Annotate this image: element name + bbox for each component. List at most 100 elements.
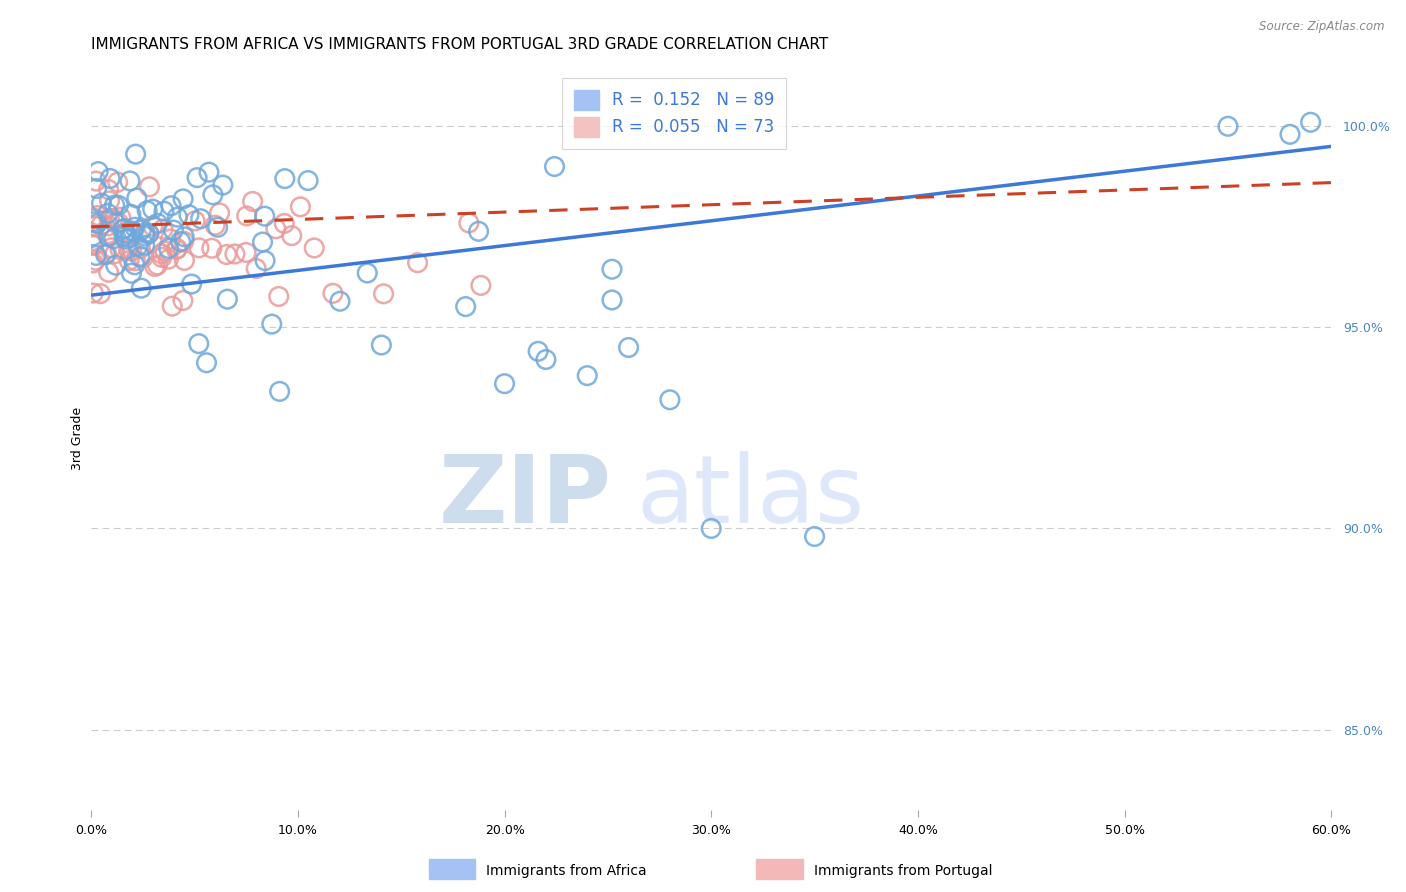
Text: Immigrants from Africa: Immigrants from Africa xyxy=(486,863,647,878)
Point xyxy=(600,262,623,277)
Point xyxy=(84,219,107,234)
Point xyxy=(280,228,302,243)
Point xyxy=(107,198,129,212)
Point xyxy=(82,256,104,270)
Point xyxy=(118,174,141,188)
Point xyxy=(103,232,125,246)
Point xyxy=(131,281,153,295)
Point xyxy=(98,194,121,208)
Point xyxy=(252,235,274,249)
Point xyxy=(235,209,257,223)
Point xyxy=(125,191,148,205)
Point xyxy=(260,317,283,331)
Point xyxy=(370,338,392,352)
Point xyxy=(127,239,149,253)
Point xyxy=(159,232,181,246)
Point xyxy=(84,174,107,188)
Point xyxy=(217,292,239,306)
Point xyxy=(82,215,104,229)
Point xyxy=(470,278,492,293)
Point xyxy=(157,252,180,267)
Point xyxy=(97,229,120,244)
Point xyxy=(373,286,395,301)
Point xyxy=(150,247,173,261)
Point xyxy=(242,194,264,209)
Point xyxy=(1216,120,1239,134)
Point xyxy=(112,229,135,244)
Point xyxy=(152,222,174,236)
Point xyxy=(90,196,112,211)
Point xyxy=(104,258,127,272)
Point xyxy=(153,204,176,219)
Point xyxy=(162,223,184,237)
Point xyxy=(90,218,112,232)
Point xyxy=(124,253,146,268)
Point xyxy=(143,260,166,274)
Point xyxy=(117,243,139,257)
Point xyxy=(195,356,218,370)
Point xyxy=(110,211,132,225)
Text: IMMIGRANTS FROM AFRICA VS IMMIGRANTS FROM PORTUGAL 3RD GRADE CORRELATION CHART: IMMIGRANTS FROM AFRICA VS IMMIGRANTS FRO… xyxy=(91,37,828,53)
Point xyxy=(97,227,120,241)
Point xyxy=(454,300,477,314)
Point xyxy=(264,221,287,235)
Point xyxy=(82,286,104,301)
Point xyxy=(84,211,107,226)
Point xyxy=(114,226,136,240)
Point xyxy=(96,246,118,260)
Point xyxy=(215,247,238,261)
Point xyxy=(290,200,312,214)
Point xyxy=(576,368,599,383)
Point xyxy=(208,206,231,220)
Point xyxy=(97,229,120,244)
Point xyxy=(254,253,277,268)
Point xyxy=(180,277,202,291)
Point xyxy=(84,248,107,262)
Point xyxy=(184,214,207,228)
Point xyxy=(157,242,180,256)
Text: Source: ZipAtlas.com: Source: ZipAtlas.com xyxy=(1260,20,1385,33)
Text: ZIP: ZIP xyxy=(439,451,612,543)
Point xyxy=(121,244,143,259)
Point xyxy=(169,235,191,249)
Point xyxy=(129,242,152,256)
Point xyxy=(97,265,120,279)
Point xyxy=(82,228,104,243)
Point xyxy=(86,209,108,223)
Point xyxy=(274,171,297,186)
Point xyxy=(134,229,156,244)
Point xyxy=(131,223,153,237)
Point xyxy=(160,199,183,213)
Point xyxy=(207,220,229,235)
Point xyxy=(204,218,226,232)
Point xyxy=(104,246,127,260)
Point xyxy=(153,244,176,258)
Point xyxy=(94,247,117,261)
Point xyxy=(1299,115,1322,129)
Point xyxy=(98,171,121,186)
Point xyxy=(118,231,141,245)
Point xyxy=(108,243,131,257)
Point xyxy=(107,175,129,189)
Point xyxy=(118,253,141,268)
Point xyxy=(98,211,121,226)
Point xyxy=(103,198,125,212)
Point xyxy=(111,222,134,236)
Point xyxy=(198,165,221,179)
Point xyxy=(173,253,195,268)
Point xyxy=(457,216,479,230)
Point xyxy=(543,160,565,174)
Point xyxy=(122,224,145,238)
Point xyxy=(136,203,159,218)
Point xyxy=(297,173,319,187)
Point xyxy=(322,286,344,301)
Point xyxy=(267,289,290,303)
Y-axis label: 3rd Grade: 3rd Grade xyxy=(72,407,84,469)
Point xyxy=(142,219,165,234)
Point xyxy=(129,250,152,264)
Point xyxy=(172,192,194,206)
Point xyxy=(302,241,325,255)
Point xyxy=(245,261,267,276)
Point xyxy=(97,206,120,220)
Point xyxy=(269,384,291,399)
